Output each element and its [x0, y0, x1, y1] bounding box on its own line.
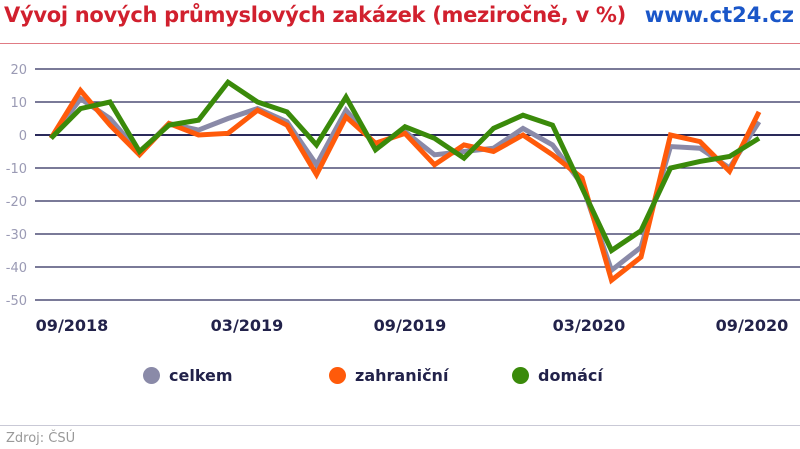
legend-item-zahranicni: zahraniční [329, 366, 448, 385]
x-tick-label: 09/2019 [374, 316, 447, 335]
series-line-zahraniční [48, 86, 762, 285]
x-tick-label: 03/2019 [211, 316, 284, 335]
x-tick-label: 09/2020 [716, 316, 789, 335]
x-tick-label: 09/2018 [36, 316, 109, 335]
y-tick-label: -50 [6, 294, 27, 309]
y-tick-label: 0 [19, 129, 27, 144]
y-tick-label: 10 [10, 96, 27, 111]
legend-item-domaci: domácí [512, 366, 603, 385]
legend-label: celkem [169, 366, 233, 385]
source-note: Zdroj: ČSÚ [6, 431, 76, 446]
y-tick-label: -10 [6, 162, 27, 177]
header-divider [0, 43, 800, 44]
legend-item-celkem: celkem [143, 366, 233, 385]
y-tick-label: -40 [6, 261, 27, 276]
legend-label: domácí [538, 366, 603, 385]
legend-dot-domaci [512, 367, 529, 384]
legend-label: zahraniční [355, 366, 449, 385]
x-tick-label: 03/2020 [553, 316, 626, 335]
y-tick-label: -30 [6, 228, 27, 243]
y-tick-label: -20 [6, 195, 27, 210]
y-tick-label: 20 [10, 63, 27, 78]
series-line-domácí [49, 78, 761, 255]
legend-dot-celkem [143, 367, 160, 384]
legend-dot-zahranicni [329, 367, 346, 384]
brand-link[interactable]: www.ct24.cz [644, 3, 794, 27]
footer-divider [0, 425, 800, 426]
line-chart: 20 10 0 -10 -20 -30 -40 -50 09/2018 03/2019 09/201… [6, 63, 800, 335]
chart-title: Vývoj nových průmyslových zakázek (mezir… [4, 3, 626, 27]
